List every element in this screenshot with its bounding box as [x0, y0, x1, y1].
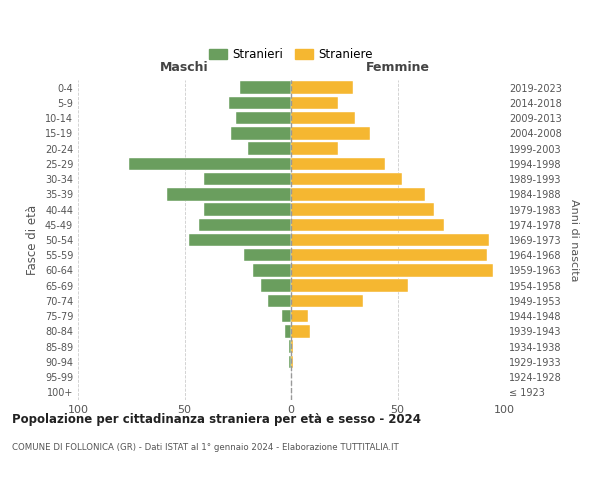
- Bar: [291, 310, 308, 322]
- Bar: [240, 82, 291, 94]
- Bar: [291, 96, 338, 109]
- Bar: [291, 264, 493, 276]
- Bar: [167, 188, 291, 200]
- Bar: [291, 218, 445, 231]
- Bar: [261, 280, 291, 292]
- Bar: [203, 173, 291, 186]
- Bar: [129, 158, 291, 170]
- Bar: [291, 173, 402, 186]
- Bar: [189, 234, 291, 246]
- Bar: [289, 340, 291, 353]
- Bar: [291, 142, 338, 155]
- Bar: [291, 249, 487, 262]
- Bar: [268, 294, 291, 307]
- Bar: [291, 127, 370, 140]
- Bar: [232, 127, 291, 140]
- Bar: [291, 82, 353, 94]
- Bar: [291, 188, 425, 200]
- Text: Popolazione per cittadinanza straniera per età e sesso - 2024: Popolazione per cittadinanza straniera p…: [12, 412, 421, 426]
- Bar: [291, 325, 310, 338]
- Bar: [253, 264, 291, 276]
- Text: Maschi: Maschi: [160, 60, 209, 74]
- Bar: [284, 325, 291, 338]
- Bar: [291, 356, 293, 368]
- Bar: [291, 158, 385, 170]
- Bar: [291, 112, 355, 124]
- Text: COMUNE DI FOLLONICA (GR) - Dati ISTAT al 1° gennaio 2024 - Elaborazione TUTTITAL: COMUNE DI FOLLONICA (GR) - Dati ISTAT al…: [12, 442, 399, 452]
- Y-axis label: Fasce di età: Fasce di età: [26, 205, 39, 275]
- Text: Femmine: Femmine: [365, 60, 430, 74]
- Bar: [291, 234, 489, 246]
- Bar: [244, 249, 291, 262]
- Bar: [236, 112, 291, 124]
- Bar: [291, 340, 293, 353]
- Bar: [203, 204, 291, 216]
- Bar: [283, 310, 291, 322]
- Y-axis label: Anni di nascita: Anni di nascita: [569, 198, 578, 281]
- Bar: [248, 142, 291, 155]
- Legend: Stranieri, Straniere: Stranieri, Straniere: [205, 44, 377, 64]
- Bar: [291, 204, 434, 216]
- Bar: [229, 96, 291, 109]
- Bar: [199, 218, 291, 231]
- Bar: [289, 356, 291, 368]
- Bar: [291, 280, 408, 292]
- Bar: [291, 294, 364, 307]
